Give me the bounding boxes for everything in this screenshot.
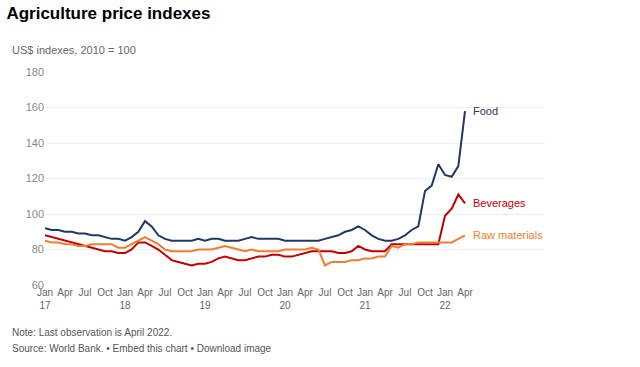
svg-text:Jul: Jul: [319, 287, 332, 298]
svg-text:160: 160: [26, 101, 44, 113]
svg-text:120: 120: [26, 172, 44, 184]
svg-text:Apr: Apr: [137, 287, 153, 298]
svg-text:Food: Food: [473, 105, 498, 117]
svg-text:Jan22: Jan22: [437, 287, 453, 311]
svg-text:Apr: Apr: [57, 287, 73, 298]
svg-text:Jan18: Jan18: [117, 287, 133, 311]
svg-text:Oct: Oct: [177, 287, 193, 298]
svg-text:Apr: Apr: [217, 287, 233, 298]
svg-text:Jul: Jul: [239, 287, 252, 298]
svg-text:US$ indexes, 2010 = 100: US$ indexes, 2010 = 100: [12, 44, 136, 56]
svg-text:Oct: Oct: [257, 287, 273, 298]
svg-text:100: 100: [26, 208, 44, 220]
svg-text:Raw materials: Raw materials: [473, 229, 543, 241]
svg-text:Apr: Apr: [297, 287, 313, 298]
svg-text:Source: World Bank. • Embed th: Source: World Bank. • Embed this chart •…: [12, 343, 272, 354]
svg-text:Agriculture price indexes: Agriculture price indexes: [6, 4, 210, 23]
svg-text:Jan17: Jan17: [37, 287, 53, 311]
svg-text:Jan19: Jan19: [197, 287, 213, 311]
svg-text:Oct: Oct: [337, 287, 353, 298]
svg-text:Jul: Jul: [399, 287, 412, 298]
svg-text:Note: Last observation is Apri: Note: Last observation is April 2022.: [12, 327, 172, 338]
svg-text:60: 60: [32, 279, 44, 291]
svg-text:Oct: Oct: [417, 287, 433, 298]
svg-text:Apr: Apr: [377, 287, 393, 298]
svg-text:Oct: Oct: [97, 287, 113, 298]
svg-text:140: 140: [26, 137, 44, 149]
svg-text:Jul: Jul: [79, 287, 92, 298]
svg-text:Beverages: Beverages: [473, 197, 526, 209]
svg-text:Jan20: Jan20: [277, 287, 293, 311]
svg-text:Jan21: Jan21: [357, 287, 373, 311]
svg-text:Jul: Jul: [159, 287, 172, 298]
svg-text:180: 180: [26, 66, 44, 78]
svg-text:Apr: Apr: [457, 287, 473, 298]
svg-text:80: 80: [32, 243, 44, 255]
